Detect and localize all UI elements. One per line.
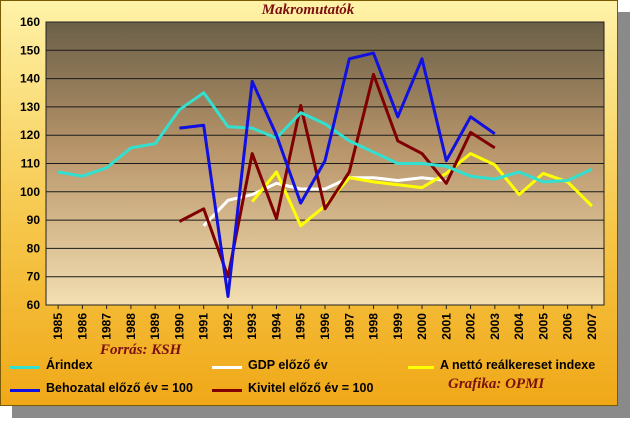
y-tick-label: 110: [21, 157, 41, 171]
series-line-3: [179, 51, 496, 298]
x-tick-label: 2004: [512, 313, 526, 340]
graphics-credit: Grafika: OPMI: [448, 376, 545, 392]
x-tick-label: 1991: [197, 313, 211, 340]
x-tick-label: 1994: [269, 313, 283, 340]
legend-swatch-arindex: [10, 366, 40, 369]
grid-lines: [46, 49, 604, 278]
y-tick-label: 60: [27, 298, 41, 312]
y-tick-label: 140: [20, 72, 40, 86]
legend-label-gdp: GDP előző év: [248, 358, 328, 372]
x-tick-label: 1989: [148, 313, 162, 340]
chart-title: Makromutatók: [261, 2, 355, 18]
legend-label-behozatal: Behozatal előző év = 100: [46, 381, 193, 395]
series-lines: [57, 51, 593, 298]
source-credit: Forrás: KSH: [100, 342, 182, 358]
series-line-0: [57, 91, 593, 184]
x-tick-label: 1993: [245, 313, 259, 340]
x-tick-label: 2005: [536, 313, 550, 340]
series-line-2: [251, 152, 593, 228]
x-tick-label: 2000: [415, 313, 429, 340]
y-tick-label: 100: [20, 185, 40, 199]
legend-swatch-kivitel: [212, 389, 242, 392]
x-tick-label: 2006: [561, 313, 575, 340]
y-tick-label: 130: [20, 100, 40, 114]
x-tick-label: 2001: [439, 313, 453, 340]
x-tick-label: 1986: [75, 313, 89, 340]
x-tick-label: 1995: [294, 313, 308, 340]
y-tick-label: 90: [27, 213, 41, 227]
x-tick-label: 1985: [51, 313, 65, 340]
x-tick-label: 1992: [221, 313, 235, 340]
legend-swatch-netto: [408, 366, 434, 369]
y-tick-label: 80: [27, 241, 41, 255]
x-tick-label: 1990: [172, 313, 186, 340]
legend-label-kivitel: Kivitel előző év = 100: [248, 381, 374, 395]
x-tick-label: 1997: [342, 313, 356, 340]
legend-label-netto: A nettó reálkereset indexe: [440, 358, 596, 372]
x-axis-ticks: 1985 1986 1987 1988 1989 1990 1991 1992 1993 1994…: [51, 305, 599, 340]
legend-swatch-behozatal: [10, 389, 40, 392]
y-axis-ticks: 60 70 80 90 100 110 120 130 140 150 160: [20, 15, 40, 312]
legend-swatch-gdp: [212, 366, 242, 369]
y-tick-label: 160: [20, 15, 40, 29]
x-tick-label: 1999: [391, 313, 405, 340]
x-tick-label: 1996: [318, 313, 332, 340]
x-tick-label: 1987: [100, 313, 114, 340]
x-tick-label: 2003: [488, 313, 502, 340]
y-tick-label: 120: [20, 128, 40, 142]
x-tick-label: 1988: [124, 313, 138, 340]
x-tick-label: 2007: [585, 313, 599, 340]
x-tick-label: 1998: [367, 313, 381, 340]
y-tick-label: 150: [20, 43, 40, 57]
x-tick-label: 2002: [464, 313, 478, 340]
y-tick-label: 70: [27, 270, 41, 284]
legend-label-arindex: Árindex: [46, 358, 93, 372]
